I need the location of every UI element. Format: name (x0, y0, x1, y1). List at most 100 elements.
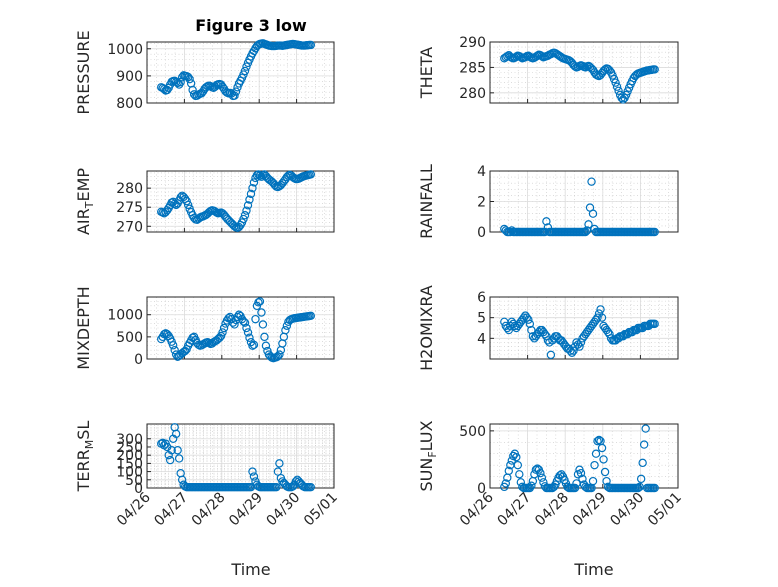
x-tick-label: 04/27 (495, 490, 535, 530)
y-tick-label: 290 (459, 35, 486, 51)
data-point (581, 227, 590, 237)
y-tick-label: 280 (116, 181, 143, 197)
data-point (519, 313, 529, 322)
data-point (566, 346, 575, 355)
data-point (273, 467, 283, 476)
data-point (525, 483, 535, 493)
data-point (525, 319, 535, 329)
data-point (597, 313, 607, 322)
data-point (611, 78, 620, 87)
data-point (249, 472, 259, 481)
data-point (170, 345, 179, 355)
y-tick-label: 0 (477, 225, 486, 241)
y-tick-label: 0 (477, 481, 486, 497)
data-point (594, 435, 604, 445)
data-point (242, 62, 251, 71)
data-point (275, 350, 284, 359)
data-point (240, 66, 250, 76)
x-tick-label: 04/30 (264, 490, 304, 530)
y-tick-label: 285 (459, 60, 486, 76)
data-point (306, 482, 316, 492)
data-point (261, 341, 271, 350)
data-point (588, 209, 598, 218)
data-point (258, 320, 268, 329)
panel-theta: 280 285 290 THETA (417, 35, 679, 104)
axes-box (146, 296, 335, 360)
data-point (641, 424, 650, 433)
data-point (527, 325, 536, 335)
x-tick-label: 04/27 (151, 490, 191, 530)
data-point (536, 468, 545, 478)
data-point (182, 196, 191, 206)
y-tick-label: 150 (116, 456, 143, 472)
data-point (255, 297, 265, 306)
x-tick-label: 05/01 (645, 490, 685, 530)
data-point (255, 171, 265, 180)
data-point (246, 189, 256, 199)
data-point (219, 323, 229, 333)
data-point (588, 476, 598, 486)
data-point (501, 479, 510, 488)
data-point (275, 459, 284, 468)
data-point (173, 446, 182, 455)
axes-box (489, 296, 679, 360)
data-point (248, 341, 257, 350)
data-point (504, 325, 513, 335)
data-point (582, 226, 592, 235)
y-axis-label: THETA (417, 47, 436, 99)
data-point (230, 320, 239, 329)
x-tick-label: 04/29 (226, 490, 266, 530)
data-point (218, 328, 227, 337)
y-tick-label: 50 (125, 473, 143, 489)
axes-box (146, 41, 335, 104)
y-tick-label: 4 (477, 164, 486, 180)
data-point (504, 466, 513, 476)
data-point (569, 346, 578, 355)
data-point (575, 342, 584, 351)
data-point (281, 326, 290, 335)
y-tick-label: 270 (116, 219, 143, 235)
data-point (242, 206, 251, 215)
data-point (524, 315, 533, 324)
data-point (249, 178, 259, 187)
y-tick-label: 0 (134, 481, 143, 497)
data-point (612, 82, 622, 91)
data-point (243, 328, 253, 337)
data-point (260, 332, 269, 342)
data-point (254, 298, 263, 307)
data-point (168, 341, 178, 350)
y-tick-label: 2 (477, 195, 486, 211)
y-axis-label: SUNFLUX (417, 420, 439, 491)
data-point (204, 338, 214, 348)
data-point (570, 483, 580, 493)
panel-mixdepth: 0 500 1000 MIXDEPTH (74, 286, 335, 370)
data-point (593, 436, 602, 446)
data-point (165, 455, 175, 465)
x-tick-label: 05/01 (301, 490, 341, 530)
panel-terr-msl: 05010015020025030004/2604/2704/2804/2904… (74, 421, 341, 530)
data-point (593, 313, 602, 322)
data-point (248, 467, 257, 476)
data-point (650, 483, 659, 493)
data-point (537, 473, 547, 482)
data-point (306, 170, 316, 179)
y-tick-label: 0 (134, 352, 143, 368)
data-point (633, 483, 643, 493)
data-point (528, 332, 538, 341)
data-point (516, 53, 526, 62)
y-tick-label: 280 (459, 86, 486, 102)
x-tick-label: 04/29 (570, 490, 610, 530)
y-tick-label: 500 (459, 424, 486, 440)
axes-box (146, 170, 335, 233)
data-point (527, 481, 536, 490)
y-tick-label: 1000 (107, 308, 143, 324)
panel-h2omixra: 4 5 6 H2OMIXRA (417, 285, 679, 371)
data-point (597, 443, 607, 453)
data-point (650, 65, 659, 74)
y-tick-label: 250 (116, 440, 143, 456)
data-point (248, 183, 257, 193)
y-axis-label: AIRTEMP (74, 168, 96, 235)
y-axis-label: RAINFALL (417, 164, 436, 239)
